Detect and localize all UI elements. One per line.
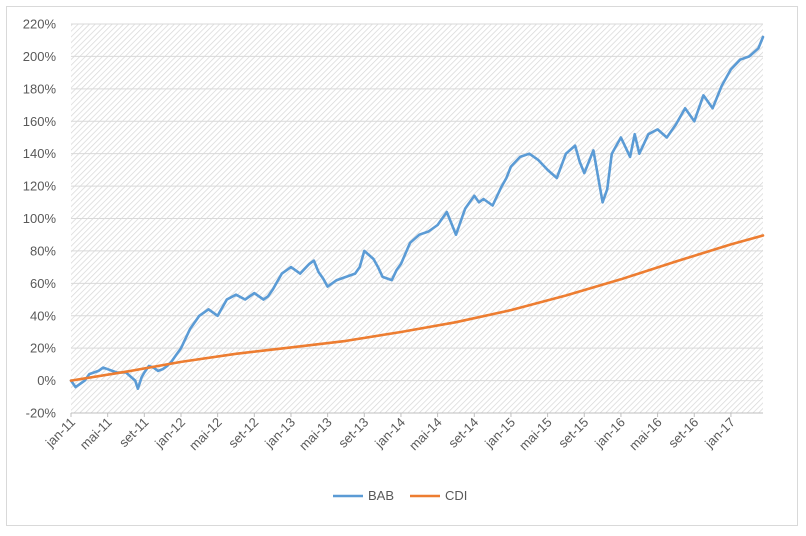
x-tick-label: mai-15 bbox=[516, 415, 555, 454]
y-tick-label: 160% bbox=[23, 114, 57, 129]
y-tick-label: 0% bbox=[37, 373, 56, 388]
y-tick-label: 180% bbox=[23, 81, 57, 96]
x-tick-label: jan-15 bbox=[481, 415, 518, 452]
x-tick-label: set-13 bbox=[335, 415, 371, 451]
y-tick-label: 20% bbox=[30, 341, 56, 356]
x-tick-label: set-12 bbox=[225, 415, 261, 451]
y-tick-label: 100% bbox=[23, 211, 57, 226]
y-tick-label: 40% bbox=[30, 308, 56, 323]
x-tick-label: jan-17 bbox=[701, 415, 738, 452]
x-tick-label: jan-14 bbox=[371, 415, 408, 452]
series-line-bab bbox=[69, 35, 765, 391]
series-lines bbox=[69, 35, 765, 391]
y-tick-label: 60% bbox=[30, 276, 56, 291]
x-tick-label: jan-12 bbox=[151, 415, 188, 452]
series-line-cdi bbox=[69, 234, 765, 382]
x-tick-label: mai-14 bbox=[406, 415, 445, 454]
y-tick-label: -20% bbox=[26, 406, 57, 421]
y-tick-label: 220% bbox=[23, 17, 57, 32]
x-tick-label: set-11 bbox=[116, 415, 151, 450]
y-tick-label: 140% bbox=[23, 146, 57, 161]
x-tick-label: mai-11 bbox=[77, 415, 115, 453]
x-tick-label: set-14 bbox=[445, 415, 481, 451]
legend: BAB CDI bbox=[333, 488, 467, 503]
y-tick-label: 120% bbox=[23, 179, 57, 194]
x-tick-label: jan-16 bbox=[591, 415, 628, 452]
x-tick-label: set-16 bbox=[665, 415, 701, 451]
x-tick-label: set-15 bbox=[555, 415, 591, 451]
gridlines bbox=[71, 23, 763, 414]
legend-label-cdi: CDI bbox=[445, 488, 467, 503]
x-tick-label: jan-13 bbox=[261, 415, 298, 452]
legend-label-bab: BAB bbox=[368, 488, 394, 503]
y-tick-label: 200% bbox=[23, 49, 57, 64]
x-tick-label: mai-13 bbox=[296, 415, 335, 454]
y-tick-label: 80% bbox=[30, 243, 56, 258]
x-tick-label: mai-12 bbox=[186, 415, 225, 454]
x-tick-label: mai-16 bbox=[626, 415, 665, 454]
